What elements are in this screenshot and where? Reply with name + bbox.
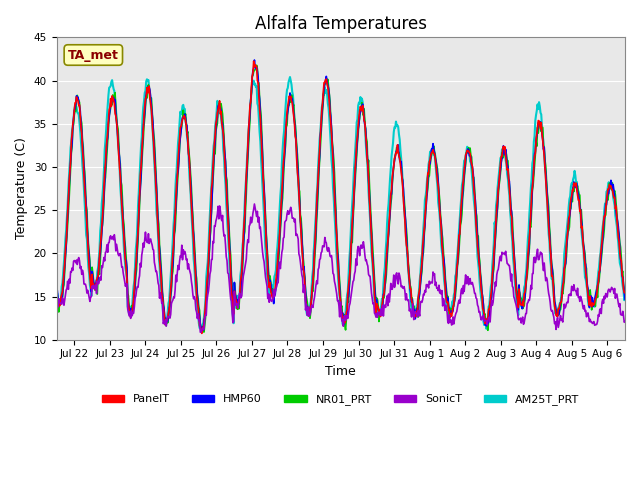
HMP60	[225, 218, 232, 224]
HMP60	[52, 287, 60, 292]
PanelT	[120, 225, 127, 231]
HMP60	[251, 57, 259, 63]
NR01_PRT	[275, 255, 283, 261]
NR01_PRT	[253, 66, 261, 72]
PanelT	[433, 171, 440, 177]
HMP60	[433, 166, 440, 171]
SonicT	[251, 201, 259, 207]
Title: Alfalfa Temperatures: Alfalfa Temperatures	[255, 15, 427, 33]
NR01_PRT	[225, 214, 232, 220]
AM25T_PRT	[286, 74, 294, 80]
AM25T_PRT	[253, 83, 260, 89]
SonicT	[196, 329, 204, 335]
NR01_PRT	[433, 162, 440, 168]
AM25T_PRT	[120, 232, 127, 238]
NR01_PRT	[52, 279, 60, 285]
PanelT	[253, 78, 261, 84]
AM25T_PRT	[401, 215, 409, 220]
Text: TA_met: TA_met	[68, 48, 119, 61]
Line: AM25T_PRT: AM25T_PRT	[56, 77, 625, 330]
AM25T_PRT	[197, 327, 205, 333]
PanelT	[401, 217, 409, 223]
NR01_PRT	[198, 329, 206, 335]
Legend: PanelT, HMP60, NR01_PRT, SonicT, AM25T_PRT: PanelT, HMP60, NR01_PRT, SonicT, AM25T_P…	[97, 390, 584, 410]
NR01_PRT	[621, 289, 629, 295]
HMP60	[253, 68, 261, 74]
AM25T_PRT	[52, 289, 60, 295]
SonicT	[52, 299, 60, 304]
NR01_PRT	[253, 62, 260, 68]
NR01_PRT	[120, 216, 127, 221]
HMP60	[198, 328, 205, 334]
AM25T_PRT	[225, 240, 232, 246]
PanelT	[198, 331, 205, 336]
SonicT	[120, 270, 127, 276]
PanelT	[275, 243, 283, 249]
PanelT	[621, 290, 629, 296]
HMP60	[621, 297, 629, 302]
X-axis label: Time: Time	[325, 365, 356, 378]
SonicT	[253, 208, 261, 214]
SonicT	[275, 266, 283, 272]
HMP60	[275, 248, 283, 253]
HMP60	[120, 221, 127, 227]
SonicT	[225, 271, 232, 276]
SonicT	[401, 288, 409, 294]
AM25T_PRT	[621, 293, 629, 299]
SonicT	[621, 318, 629, 324]
PanelT	[225, 228, 232, 234]
PanelT	[250, 58, 257, 64]
AM25T_PRT	[433, 175, 440, 181]
Line: NR01_PRT: NR01_PRT	[56, 65, 625, 332]
HMP60	[401, 210, 409, 216]
AM25T_PRT	[275, 234, 282, 240]
NR01_PRT	[401, 206, 409, 212]
Line: SonicT: SonicT	[56, 204, 625, 332]
Line: HMP60: HMP60	[56, 60, 625, 331]
PanelT	[52, 287, 60, 293]
SonicT	[433, 286, 440, 291]
Y-axis label: Temperature (C): Temperature (C)	[15, 138, 28, 240]
Line: PanelT: PanelT	[56, 61, 625, 334]
